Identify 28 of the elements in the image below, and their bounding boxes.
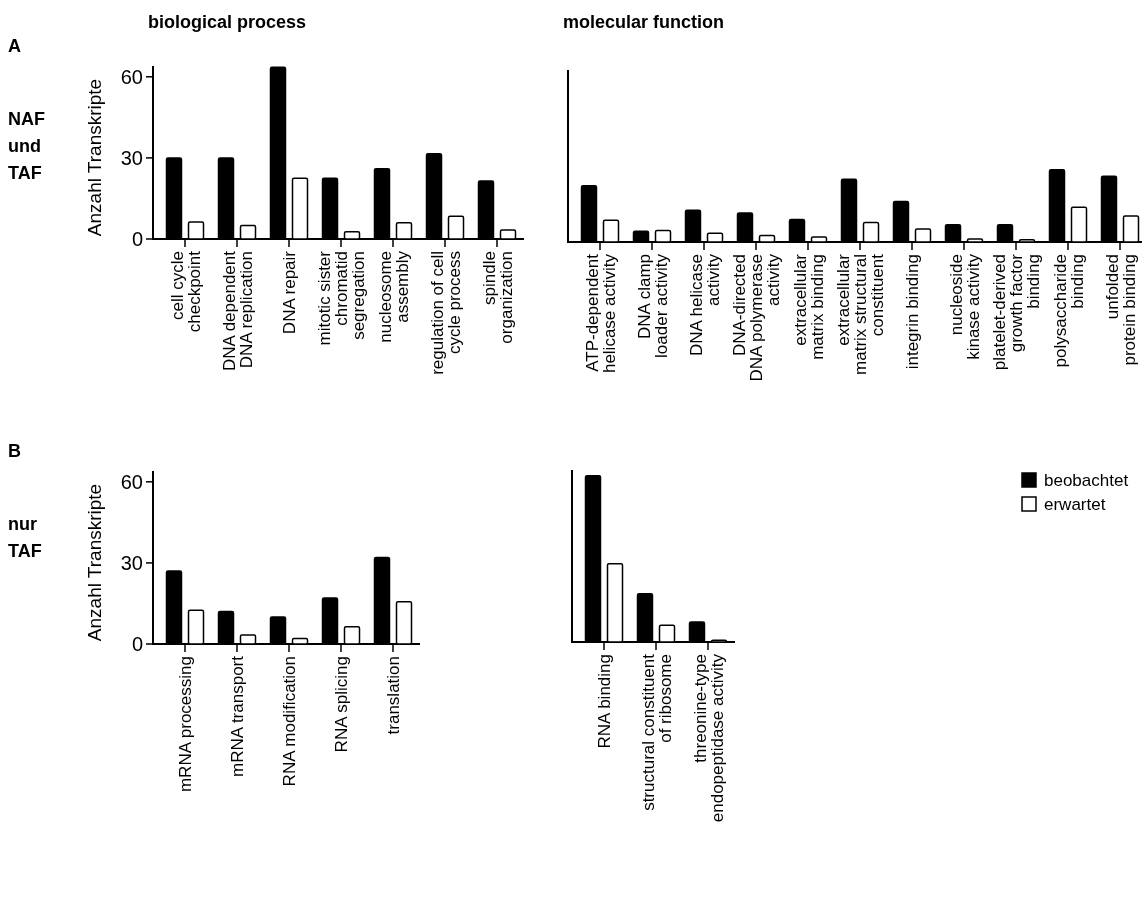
text: NAF und TAF: [8, 109, 45, 183]
x-tick-label: translation: [384, 656, 403, 735]
y-axis-title: Anzahl Transkripte: [84, 78, 105, 237]
x-tick-label: integrin binding: [903, 254, 922, 370]
y-tick-label: 30: [120, 146, 143, 169]
y-tick-label: 30: [120, 551, 143, 574]
legend-label: beobachtet: [1044, 470, 1129, 490]
x-tick-label: DNA repair: [280, 250, 299, 335]
y-tick-label: 60: [120, 65, 143, 88]
chart-title: molecular function: [563, 12, 725, 32]
chart-title: biological process: [148, 12, 307, 32]
text: A: [8, 36, 21, 56]
y-tick-label: 0: [131, 633, 143, 655]
x-tick-label: ATP-dependent helicase activity: [582, 253, 619, 374]
y-axis-title: Anzahl Transkripte: [84, 483, 105, 642]
legend-label: erwartet: [1044, 494, 1106, 514]
x-tick-label: structural constituent of ribosome: [638, 653, 675, 811]
x-tick-label: RNA splicing: [332, 656, 351, 753]
x-tick-label: cell cycle checkpoint: [167, 250, 204, 333]
y-tick-label: 0: [131, 228, 143, 250]
text: B: [8, 441, 21, 461]
y-tick-label: 60: [120, 470, 143, 493]
text: nur TAF: [8, 514, 42, 561]
x-tick-label: RNA modification: [280, 656, 299, 787]
x-tick-label: RNA binding: [595, 654, 614, 749]
x-tick-label: mRNA transport: [228, 655, 247, 777]
x-tick-label: mitotic sister chromatid segregation: [315, 250, 368, 346]
x-tick-label: mRNA processing: [176, 656, 195, 793]
